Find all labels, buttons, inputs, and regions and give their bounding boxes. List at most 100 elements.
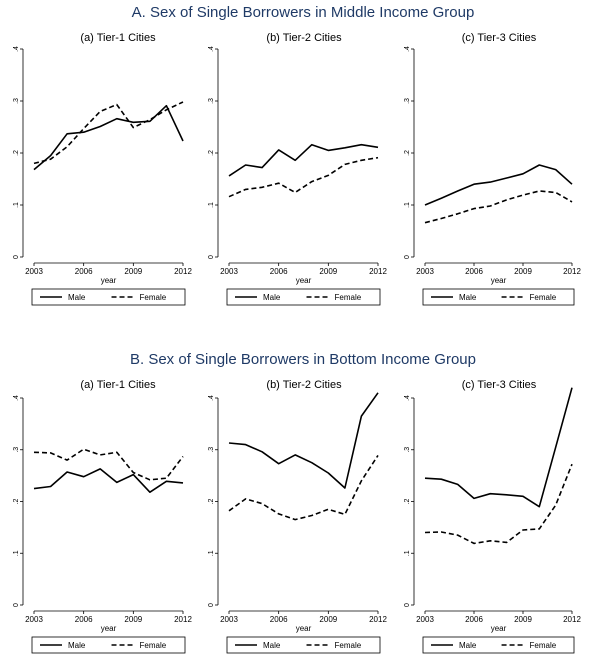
legend-label-female: Female xyxy=(530,293,557,302)
series-line-male xyxy=(33,468,184,494)
x-axis-label: year xyxy=(101,624,117,633)
legend-label-male: Male xyxy=(459,641,477,650)
x-tick-label: 2009 xyxy=(514,267,532,276)
y-tick-label: .4 xyxy=(208,395,215,401)
panel-1: 0 .1 .2 .3 .4 2003 2006 2009 2012 year Male Female xyxy=(13,46,192,306)
legend-box xyxy=(422,636,575,654)
y-tick-label: .3 xyxy=(13,447,20,453)
x-tick-label: 2009 xyxy=(514,615,532,624)
panel-a2-title: (b) Tier-2 Cities xyxy=(266,32,342,44)
x-tick-label: 2012 xyxy=(369,615,387,624)
x-tick-label: 2006 xyxy=(270,615,288,624)
y-tick-label: 0 xyxy=(13,255,20,259)
legend-box xyxy=(31,288,186,306)
legend-label-male: Male xyxy=(263,293,281,302)
x-tick-label: 2003 xyxy=(416,615,434,624)
y-tick-label: 0 xyxy=(404,603,411,607)
x-tick-label: 2006 xyxy=(465,267,483,276)
legend-label-female: Female xyxy=(140,293,167,302)
x-tick-label: 2003 xyxy=(416,267,434,276)
x-axis-label: year xyxy=(296,624,312,633)
data-point-female xyxy=(344,513,346,515)
y-tick-label: .2 xyxy=(404,150,411,156)
x-tick-label: 2012 xyxy=(369,267,387,276)
series-line-female xyxy=(33,101,184,165)
y-tick-label: .2 xyxy=(208,498,215,504)
x-axis-label: year xyxy=(491,624,507,633)
data-point-female xyxy=(99,110,101,112)
x-tick-label: 2012 xyxy=(174,615,192,624)
panel-a3-title: (c) Tier-3 Cities xyxy=(462,32,537,44)
y-tick-label: .1 xyxy=(13,550,20,556)
panel-4: 0 .1 .2 .3 .4 2003 2006 2009 2012 year Male Female xyxy=(13,395,192,654)
series-line-male xyxy=(33,104,184,171)
panel-b2-title: (b) Tier-2 Cities xyxy=(266,379,342,391)
plots-layer: 0 .1 .2 .3 .4 2003 2006 2009 2012 year Male Female 0… xyxy=(13,46,581,654)
series-line-male xyxy=(228,392,379,489)
legend-label-male: Male xyxy=(68,641,86,650)
y-tick-label: 0 xyxy=(208,255,215,259)
data-point-female xyxy=(538,190,540,192)
y-tick-label: 0 xyxy=(13,603,20,607)
y-tick-label: .2 xyxy=(13,498,20,504)
panel-2: 0 .1 .2 .3 .4 2003 2006 2009 2012 year Male Female xyxy=(208,46,387,306)
x-tick-label: 2006 xyxy=(465,615,483,624)
x-tick-label: 2009 xyxy=(319,267,337,276)
y-tick-label: .4 xyxy=(13,395,20,401)
x-tick-label: 2012 xyxy=(563,267,581,276)
y-tick-label: .4 xyxy=(208,46,215,52)
y-tick-label: .3 xyxy=(208,98,215,104)
y-tick-label: .1 xyxy=(13,202,20,208)
x-tick-label: 2006 xyxy=(75,267,93,276)
series-line-female xyxy=(228,156,379,198)
x-tick-label: 2006 xyxy=(270,267,288,276)
x-tick-label: 2003 xyxy=(25,267,43,276)
y-tick-label: .3 xyxy=(13,98,20,104)
y-tick-label: 0 xyxy=(208,603,215,607)
y-tick-label: .1 xyxy=(404,202,411,208)
y-tick-label: .3 xyxy=(404,447,411,453)
section-a-title: A. Sex of Single Borrowers in Middle Inc… xyxy=(132,4,475,21)
legend-box xyxy=(422,288,575,306)
y-tick-label: .2 xyxy=(404,498,411,504)
panel-b3-title: (c) Tier-3 Cities xyxy=(462,379,537,391)
x-tick-label: 2009 xyxy=(319,615,337,624)
y-tick-label: .3 xyxy=(208,447,215,453)
legend-label-female: Female xyxy=(530,641,557,650)
legend-label-male: Male xyxy=(263,641,281,650)
legend-label-male: Male xyxy=(68,293,86,302)
y-tick-label: .1 xyxy=(208,202,215,208)
legend-label-female: Female xyxy=(335,293,362,302)
series-line-male xyxy=(424,164,573,206)
legend-box xyxy=(31,636,186,654)
series-line-male xyxy=(228,143,379,177)
legend-box xyxy=(226,288,381,306)
x-tick-label: 2006 xyxy=(75,615,93,624)
x-tick-label: 2009 xyxy=(124,615,142,624)
y-tick-label: .2 xyxy=(13,150,20,156)
x-tick-label: 2012 xyxy=(174,267,192,276)
data-point-female xyxy=(82,127,84,129)
y-tick-label: .1 xyxy=(404,550,411,556)
x-tick-label: 2009 xyxy=(124,267,142,276)
x-axis-label: year xyxy=(491,276,507,285)
x-axis-label: year xyxy=(101,276,117,285)
data-point-female xyxy=(294,191,296,193)
series-line-female xyxy=(424,463,573,545)
y-tick-label: .1 xyxy=(208,550,215,556)
legend-label-female: Female xyxy=(335,641,362,650)
panel-3: 0 .1 .2 .3 .4 2003 2006 2009 2012 year Male Female xyxy=(404,46,581,306)
x-tick-label: 2012 xyxy=(563,615,581,624)
section-b-title: B. Sex of Single Borrowers in Bottom Inc… xyxy=(130,351,476,368)
x-axis-label: year xyxy=(296,276,312,285)
series-line-female xyxy=(228,454,379,521)
panel-5: 0 .1 .2 .3 .4 2003 2006 2009 2012 year Male Female xyxy=(208,392,387,654)
x-tick-label: 2003 xyxy=(220,267,238,276)
y-tick-label: 0 xyxy=(404,255,411,259)
series-line-female xyxy=(33,448,184,481)
panel-6: 0 .1 .2 .3 .4 2003 2006 2009 2012 year Male Female xyxy=(404,387,581,654)
panel-a1-title: (a) Tier-1 Cities xyxy=(80,32,156,44)
legend-label-female: Female xyxy=(140,641,167,650)
data-point-female xyxy=(82,448,84,450)
